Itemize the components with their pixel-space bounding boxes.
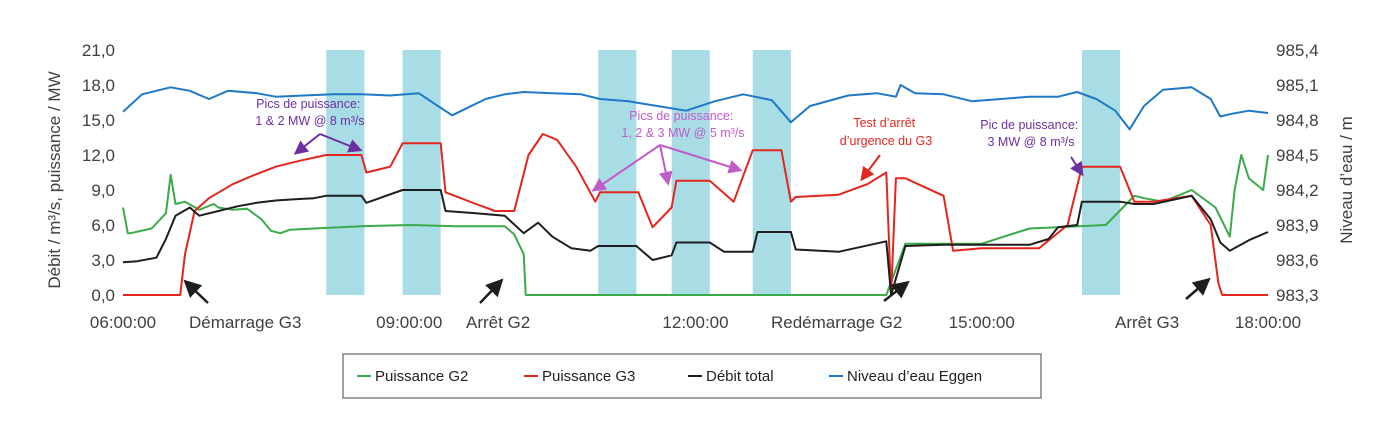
arrow-redemarrage-g2 xyxy=(883,280,910,302)
y-right-tick-label: 984,5 xyxy=(1276,146,1319,165)
y-right-tick-label: 984,8 xyxy=(1276,111,1319,130)
series-line-puissance-g2 xyxy=(122,154,1269,296)
arrow-pics-2 xyxy=(319,133,363,153)
highlight-band-1 xyxy=(326,50,365,295)
y-right-axis-title: Niveau d’eau / m xyxy=(1337,116,1356,244)
series-lines xyxy=(122,84,1269,296)
y-right-tick-label: 983,3 xyxy=(1276,286,1319,305)
event-demarrage-g3: Démarrage G3 xyxy=(189,313,301,332)
y-right-tick-label: 984,2 xyxy=(1276,181,1319,200)
annotation-pics-1-2: Pics de puissance: 1 & 2 MW @ 8 m³/s xyxy=(255,97,364,128)
annotations: Pics de puissance: 1 & 2 MW @ 8 m³/s Pic… xyxy=(255,97,1081,149)
y-left-tick-label: 21,0 xyxy=(82,41,115,60)
x-tick-label: 09:00:00 xyxy=(376,313,442,332)
y-left-tick-label: 15,0 xyxy=(82,111,115,130)
arrow-pics-a xyxy=(591,144,661,192)
y-left-axis-title: Débit / m³/s, puissance / MW xyxy=(45,71,64,288)
y-right-tick-label: 985,4 xyxy=(1276,41,1319,60)
arrow-pic-3 xyxy=(1070,156,1084,177)
highlight-band-6 xyxy=(1081,50,1121,295)
series-line-d-bit-total xyxy=(122,189,1269,296)
arrow-demarrage-g3 xyxy=(183,279,209,304)
event-arret-g2: Arrêt G2 xyxy=(466,313,530,332)
highlight-bands xyxy=(326,50,1121,295)
y-left-tick-label: 0,0 xyxy=(91,286,115,305)
event-redemarrage-g2: Redémarrage G2 xyxy=(771,313,902,332)
x-tick-label: 18:00:00 xyxy=(1235,313,1301,332)
series-line-niveau-d-eau-eggen xyxy=(122,84,1269,131)
y-right-tick-label: 983,6 xyxy=(1276,251,1319,270)
annotation-arrows xyxy=(183,133,1211,304)
axes: 0,03,06,09,012,015,018,021,0 983,3983,69… xyxy=(45,41,1356,332)
arrow-pics-b xyxy=(658,144,673,186)
legend-item-label: Niveau d’eau Eggen xyxy=(847,368,982,385)
y-left-tick-label: 3,0 xyxy=(91,251,115,270)
y-right-ticks: 983,3 983,6 983,9 984,2 984,5 984,8 985,1 985,4 xyxy=(1276,41,1319,305)
event-arret-g3: Arrêt G3 xyxy=(1115,313,1179,332)
legend-item-label: Puissance G3 xyxy=(542,368,635,385)
legend-item-label: Puissance G2 xyxy=(375,368,468,385)
y-left-tick-label: 6,0 xyxy=(91,216,115,235)
y-right-tick-label: 983,9 xyxy=(1276,216,1319,235)
series-line-puissance-g3 xyxy=(123,133,1268,296)
legend-item-label: Débit total xyxy=(706,368,774,385)
legend: Puissance G2 Puissance G3 Débit total Nivea… xyxy=(342,353,1042,399)
y-left-tick-label: 18,0 xyxy=(82,76,115,95)
arrow-arret-g3 xyxy=(1185,277,1211,300)
annotation-test-arret: Test d’arrêt d’urgence du G3 xyxy=(840,116,932,148)
arrow-test-arret xyxy=(860,154,881,182)
event-labels: Démarrage G3 Arrêt G2 Redémarrage G2 Arr… xyxy=(189,313,1179,332)
y-left-tick-label: 12,0 xyxy=(82,146,115,165)
highlight-band-3 xyxy=(598,50,637,295)
y-right-tick-label: 985,1 xyxy=(1276,76,1319,95)
y-left-ticks: 0,0 3,0 6,0 9,0 12,0 15,0 18,0 21,0 xyxy=(82,41,115,305)
x-tick-label: 06:00:00 xyxy=(90,313,156,332)
highlight-band-2 xyxy=(402,50,441,295)
x-tick-label: 15:00:00 xyxy=(949,313,1015,332)
y-left-tick-label: 9,0 xyxy=(91,181,115,200)
highlight-band-4 xyxy=(671,50,710,295)
x-tick-label: 12:00:00 xyxy=(662,313,728,332)
arrow-pics-c xyxy=(659,144,743,174)
x-ticks: 06:00:00 09:00:00 12:00:00 15:00:00 18:00:00 xyxy=(90,313,1301,332)
arrow-pics-1 xyxy=(293,133,321,155)
annotation-pics-1-2-3: Pics de puissance: 1, 2 & 3 MW @ 5 m³/s xyxy=(621,109,744,140)
arrow-arret-g2 xyxy=(479,278,504,304)
annotation-pic-3: Pic de puissance: 3 MW @ 8 m³/s xyxy=(980,118,1081,149)
